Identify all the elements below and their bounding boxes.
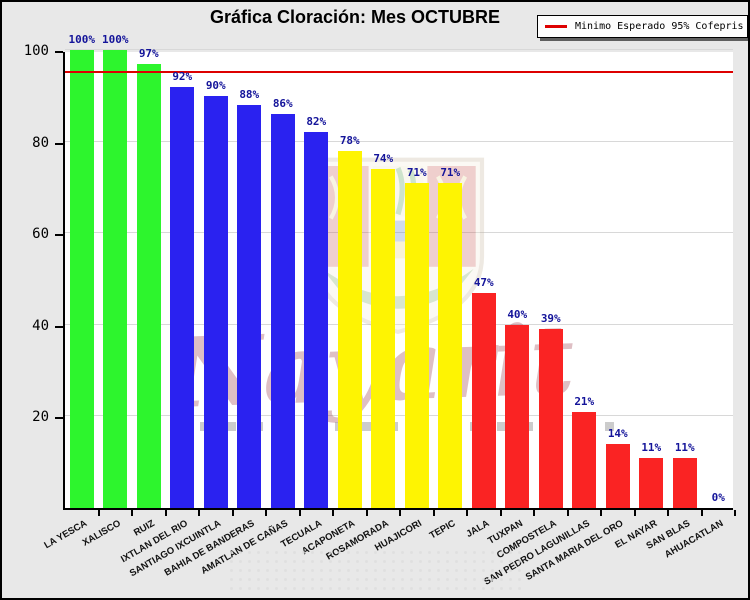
- y-axis-tick: [55, 234, 63, 237]
- x-axis-tick: [533, 510, 535, 516]
- gridline: [65, 49, 733, 50]
- bar-santiago-ixcuintla: [203, 95, 228, 508]
- threshold-line: [65, 70, 733, 73]
- bar-jala: [471, 292, 496, 508]
- value-label: 90%: [205, 78, 226, 92]
- bar-xalisco: [103, 50, 128, 508]
- value-label: 88%: [239, 87, 260, 101]
- bar-la-yesca: [69, 50, 94, 508]
- bar-bahia-de-banderas: [237, 104, 262, 508]
- value-label: 82%: [306, 115, 327, 129]
- gridline: [65, 232, 733, 234]
- x-axis-label: TEPIC: [428, 518, 458, 542]
- legend-line-swatch: [545, 25, 567, 28]
- value-label: 11%: [674, 440, 695, 454]
- value-label: 97%: [138, 46, 159, 60]
- value-label: 21%: [574, 394, 595, 408]
- y-axis-tick-label: 80: [32, 134, 49, 151]
- bar-san-pedro-lagunillas: [572, 411, 597, 508]
- value-label: 78%: [339, 133, 360, 147]
- x-axis-tick: [466, 510, 468, 516]
- bar-huajicori: [404, 182, 429, 508]
- x-axis-tick: [600, 510, 602, 516]
- value-label: 86%: [272, 97, 293, 111]
- value-label: 74%: [373, 152, 394, 166]
- plot-area: Nayarit 100%100%97%92%90%88%86%82%78%74%…: [63, 33, 736, 516]
- background-texture: [227, 548, 527, 594]
- x-axis-tick: [633, 510, 636, 516]
- bar-rosamorada: [371, 169, 396, 508]
- y-axis-tick: [55, 325, 63, 328]
- gridline: [65, 415, 733, 417]
- value-label: 47%: [473, 275, 494, 289]
- bar-el-nayar: [639, 457, 664, 508]
- y-axis-tick: [55, 51, 63, 53]
- x-axis-tick: [734, 510, 736, 516]
- x-axis-tick: [265, 510, 267, 516]
- value-label: 11%: [641, 440, 662, 454]
- y-axis-tick-label: 100: [23, 43, 49, 59]
- x-axis-label: LA YESCA: [42, 518, 90, 552]
- bar-san-blas: [672, 457, 697, 508]
- value-label: 40%: [507, 307, 528, 321]
- x-axis-tick: [198, 510, 200, 516]
- gridline: [65, 323, 733, 325]
- bar-ruiz: [136, 63, 161, 508]
- x-axis-tick: [231, 510, 234, 516]
- value-label: 0%: [711, 491, 725, 504]
- value-label: 100%: [102, 33, 129, 46]
- x-axis-tick: [332, 510, 334, 516]
- x-axis-tick: [399, 510, 401, 516]
- y-axis-tick: [55, 417, 63, 420]
- value-label: 14%: [607, 426, 628, 440]
- y-axis-tick-label: 40: [32, 317, 49, 334]
- x-axis-tick: [667, 510, 669, 516]
- bar-tecuala: [304, 132, 329, 508]
- value-label: 71%: [440, 165, 461, 179]
- x-axis-tick: [566, 510, 569, 516]
- value-label: 100%: [68, 33, 96, 46]
- legend-label: Minimo Esperado 95% Cofepris: [575, 21, 744, 32]
- value-label: 92%: [172, 69, 193, 83]
- x-axis-tick: [365, 510, 368, 516]
- bar-compostela: [538, 329, 563, 508]
- x-axis-tick: [298, 510, 301, 516]
- value-label: 39%: [540, 312, 561, 326]
- y-axis-tick-label: 60: [32, 226, 49, 243]
- chart-title: Gráfica Cloración: Mes OCTUBRE: [209, 7, 501, 27]
- x-axis-tick: [164, 510, 167, 516]
- x-axis-tick: [499, 510, 502, 516]
- x-axis-tick: [432, 510, 435, 516]
- legend: Minimo Esperado 95% Cofepris: [537, 15, 748, 38]
- bar-amatlan-de-cañas: [270, 114, 295, 508]
- y-axis-tick-label: 20: [32, 409, 49, 426]
- value-label: 71%: [406, 165, 427, 179]
- bar-tuxpan: [505, 324, 530, 508]
- bar-santa-maria-del-oro: [605, 443, 630, 508]
- x-axis-tick: [700, 510, 703, 516]
- bar-ixtlan-del-rio: [170, 86, 195, 508]
- y-axis-tick: [55, 142, 63, 145]
- bar-tepic: [438, 182, 463, 508]
- x-axis-tick: [131, 510, 133, 516]
- gridline: [65, 140, 733, 142]
- x-axis-tick: [97, 510, 100, 516]
- bar-acaponeta: [337, 150, 362, 508]
- x-axis-label: AHUACATLAN: [663, 518, 726, 561]
